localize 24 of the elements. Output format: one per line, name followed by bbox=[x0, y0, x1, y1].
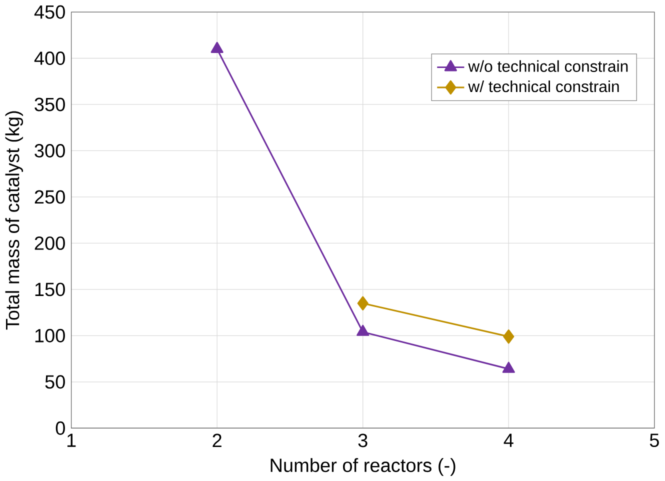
y-axis-title: Total mass of catalyst (kg) bbox=[5, 111, 24, 330]
x-axis-title: Number of reactors (-) bbox=[270, 458, 456, 476]
y-tick-label: 0 bbox=[56, 421, 65, 435]
y-tick-label: 150 bbox=[35, 282, 65, 296]
y-tick-label: 100 bbox=[35, 328, 65, 342]
y-tick-label: 250 bbox=[34, 190, 65, 204]
x-tick-label: 1 bbox=[67, 434, 76, 447]
point bbox=[210, 42, 224, 53]
y-tick-label: 300 bbox=[34, 144, 65, 158]
point bbox=[502, 362, 515, 373]
y-tick-label: 400 bbox=[34, 51, 65, 65]
y-tick-label: 450 bbox=[34, 5, 65, 19]
point bbox=[357, 296, 368, 310]
legend-label: w/o technical constrain bbox=[468, 60, 628, 72]
x-tick-label: 3 bbox=[358, 434, 368, 448]
y-tick-label: 350 bbox=[34, 98, 65, 112]
y-tick-label: 50 bbox=[45, 375, 65, 389]
legend-label: w/ technical constrain bbox=[468, 80, 619, 92]
x-tick-label: 2 bbox=[212, 434, 222, 447]
point bbox=[503, 329, 514, 344]
x-tick-label: 4 bbox=[504, 434, 514, 447]
point bbox=[356, 324, 370, 336]
x-tick-label: 5 bbox=[650, 434, 659, 447]
y-tick-label: 200 bbox=[34, 236, 65, 250]
